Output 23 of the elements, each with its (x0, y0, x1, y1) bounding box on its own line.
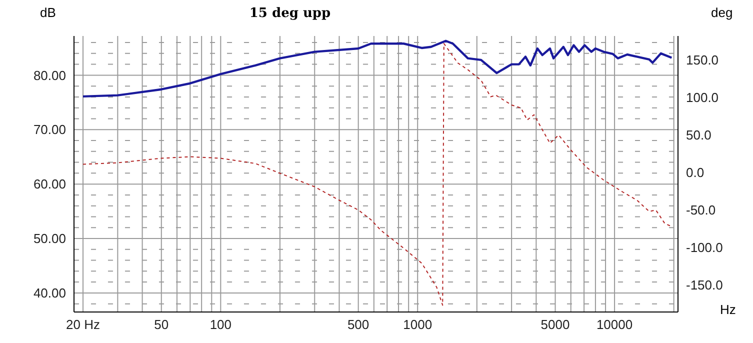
y2-tick-label: 150.0 (686, 52, 719, 68)
x-tick-label: 20 Hz (66, 317, 100, 332)
y-tick-label: 50.00 (33, 231, 66, 246)
x-tick-label: 5000 (540, 317, 570, 332)
y2-tick-label: -100.0 (686, 240, 723, 256)
y-tick-label: 60.00 (33, 176, 66, 192)
y2-axis-title: deg (711, 5, 733, 20)
chart-title: 15 deg upp (248, 6, 332, 21)
y-axis-title: dB (40, 5, 56, 20)
y-tick-label: 40.00 (33, 286, 66, 301)
x-tick-label: 100 (210, 317, 232, 332)
y2-tick-label: 50.0 (686, 128, 712, 143)
x-tick-label: 500 (347, 317, 370, 332)
y2-tick-label: 0.0 (686, 165, 704, 180)
y2-tick-label: -150.0 (686, 278, 723, 293)
x-tick-label: 1000 (403, 317, 432, 332)
y-tick-label: 70.00 (33, 122, 66, 138)
y2-tick-label: 100.0 (686, 90, 719, 106)
x-axis-title: Hz (720, 302, 736, 317)
x-tick-label: 50 (154, 317, 169, 332)
y-tick-label: 80.00 (33, 68, 66, 83)
x-tick-label: 10000 (596, 317, 633, 332)
y2-tick-label: -50.0 (686, 202, 716, 218)
